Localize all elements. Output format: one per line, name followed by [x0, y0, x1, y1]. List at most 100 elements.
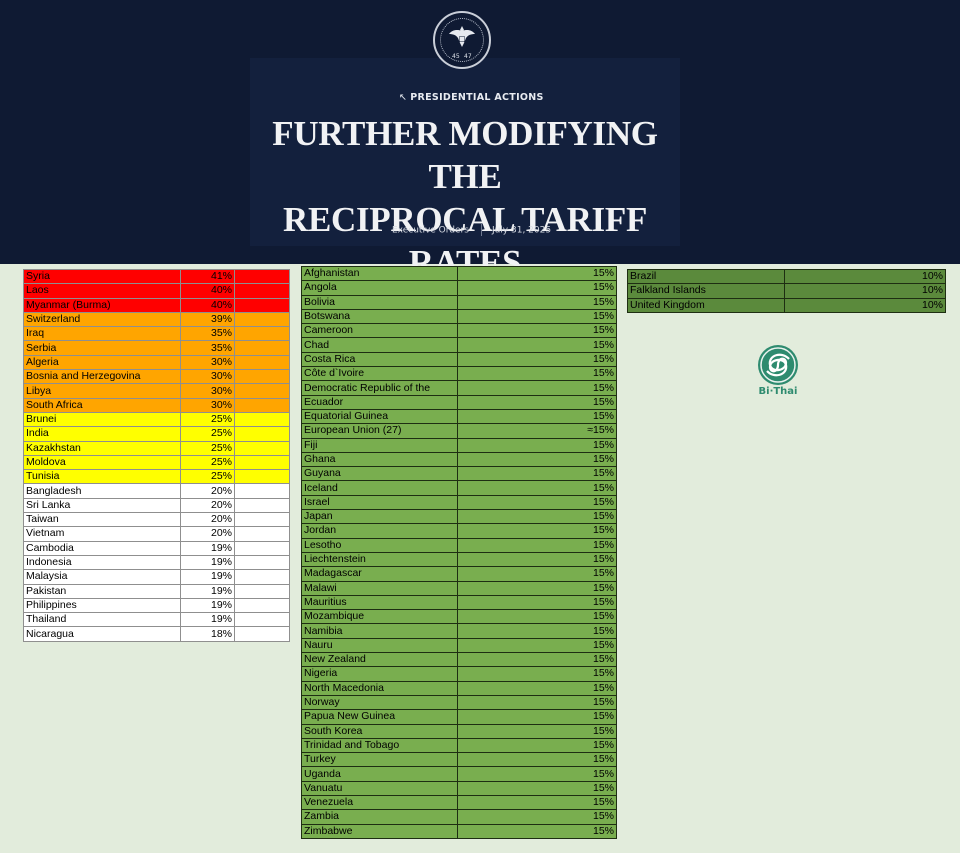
country-cell: Uganda: [301, 766, 458, 782]
rate-cell: 15%: [457, 551, 617, 568]
table-row: Malawi 15%: [301, 580, 617, 596]
table-row: Fiji 15%: [301, 437, 617, 453]
rate-cell: 15%: [457, 537, 617, 553]
rate-cell: 15%: [457, 323, 617, 339]
table-row: Trinidad and Tobago 15%: [301, 737, 617, 754]
table-row: Libya 30%: [23, 383, 290, 399]
table-row: Jordan 15%: [301, 523, 617, 539]
rate-cell: 25%: [180, 440, 235, 456]
country-cell: Iceland: [301, 480, 458, 496]
country-cell: Equatorial Guinea: [301, 408, 458, 425]
country-cell: Kazakhstan: [23, 440, 181, 456]
table-row: Sri Lanka 20%: [23, 497, 290, 514]
table-row: Turkey 15%: [301, 752, 617, 768]
rate-cell: 19%: [180, 612, 235, 628]
country-cell: Brunei: [23, 411, 181, 428]
empty-cell: [234, 340, 290, 356]
country-cell: Angola: [301, 280, 458, 296]
rate-cell: 15%: [457, 294, 617, 310]
rate-cell: 15%: [457, 466, 617, 482]
table-row: Algeria 30%: [23, 354, 290, 371]
table-row: Indonesia 19%: [23, 554, 290, 571]
country-cell: South Africa: [23, 397, 181, 413]
table-row: India 25%: [23, 426, 290, 442]
table-row: Falkland Islands 10%: [627, 283, 946, 299]
table-row: Philippines 19%: [23, 597, 290, 614]
table-row: Botswana 15%: [301, 308, 617, 325]
table-row: Vanuatu 15%: [301, 780, 617, 796]
country-cell: Cambodia: [23, 540, 181, 556]
country-cell: United Kingdom: [627, 297, 785, 313]
rate-cell: 35%: [180, 326, 235, 342]
rate-cell: 20%: [180, 512, 235, 528]
rate-cell: 15%: [457, 351, 617, 368]
rate-cell: 25%: [180, 454, 235, 471]
section-label[interactable]: ↖ PRESIDENTIAL ACTIONS: [399, 92, 559, 103]
table-row: Côte d`Ivoire 15%: [301, 366, 617, 382]
country-cell: Tunisia: [23, 469, 181, 485]
rate-cell: 15%: [457, 666, 617, 682]
table-row: Nauru 15%: [301, 637, 617, 654]
table-row: Iraq 35%: [23, 326, 290, 342]
country-cell: Bangladesh: [23, 483, 181, 499]
rate-cell: 41%: [180, 268, 235, 285]
rate-cell: 19%: [180, 554, 235, 571]
rate-cell: 15%: [457, 366, 617, 382]
table-row: Costa Rica 15%: [301, 351, 617, 368]
rate-cell: 19%: [180, 540, 235, 556]
rate-cell: 15%: [457, 737, 617, 754]
country-cell: Malawi: [301, 580, 458, 596]
table-row: Thailand 19%: [23, 612, 290, 628]
country-cell: Nigeria: [301, 666, 458, 682]
country-cell: Iraq: [23, 326, 181, 342]
title-line-1: FURTHER MODIFYING THE: [272, 114, 658, 196]
country-cell: Fiji: [301, 437, 458, 453]
country-cell: Algeria: [23, 354, 181, 371]
rate-cell: 18%: [180, 626, 235, 642]
arrow-up-left-icon: ↖: [399, 92, 408, 103]
table-row: Malaysia 19%: [23, 569, 290, 585]
country-cell: Malaysia: [23, 569, 181, 585]
rate-cell: 30%: [180, 383, 235, 399]
rate-cell: 10%: [784, 297, 946, 313]
country-cell: North Macedonia: [301, 680, 458, 696]
country-cell: Madagascar: [301, 566, 458, 582]
table-row: Moldova 25%: [23, 454, 290, 471]
country-cell: European Union (27): [301, 423, 458, 439]
rate-cell: 10%: [784, 283, 946, 299]
table-row: Mauritius 15%: [301, 594, 617, 611]
table-row: United Kingdom 10%: [627, 297, 946, 313]
rate-cell: 15%: [457, 594, 617, 611]
empty-cell: [234, 283, 290, 299]
table-row: Uganda 15%: [301, 766, 617, 782]
country-cell: Jordan: [301, 523, 458, 539]
table-row: Nigeria 15%: [301, 666, 617, 682]
rate-cell: 30%: [180, 369, 235, 385]
rate-cell: 39%: [180, 311, 235, 328]
country-cell: Taiwan: [23, 512, 181, 528]
country-cell: Afghanistan: [301, 265, 458, 282]
tariff-table-10-percent: Brazil 10% Falkland Islands 10% United Kingd…: [627, 268, 946, 313]
category-link[interactable]: Executive Orders: [392, 225, 469, 236]
table-row: Ghana 15%: [301, 451, 617, 468]
table-row: Namibia 15%: [301, 623, 617, 639]
empty-cell: [234, 526, 290, 542]
rate-cell: 15%: [457, 451, 617, 468]
empty-cell: [234, 411, 290, 428]
empty-cell: [234, 454, 290, 471]
empty-cell: [234, 583, 290, 599]
country-cell: Moldova: [23, 454, 181, 471]
country-cell: Philippines: [23, 597, 181, 614]
rate-cell: 20%: [180, 483, 235, 499]
table-row: Zimbabwe 15%: [301, 823, 617, 839]
table-row: Pakistan 19%: [23, 583, 290, 599]
rate-cell: 35%: [180, 340, 235, 356]
country-cell: India: [23, 426, 181, 442]
empty-cell: [234, 483, 290, 499]
table-row: South Korea 15%: [301, 723, 617, 739]
title-line-2: RECIPROCAL TARIFF RATES: [282, 200, 648, 282]
country-cell: Falkland Islands: [627, 283, 785, 299]
table-row: North Macedonia 15%: [301, 680, 617, 696]
table-row: Japan 15%: [301, 509, 617, 525]
rate-cell: 15%: [457, 794, 617, 811]
